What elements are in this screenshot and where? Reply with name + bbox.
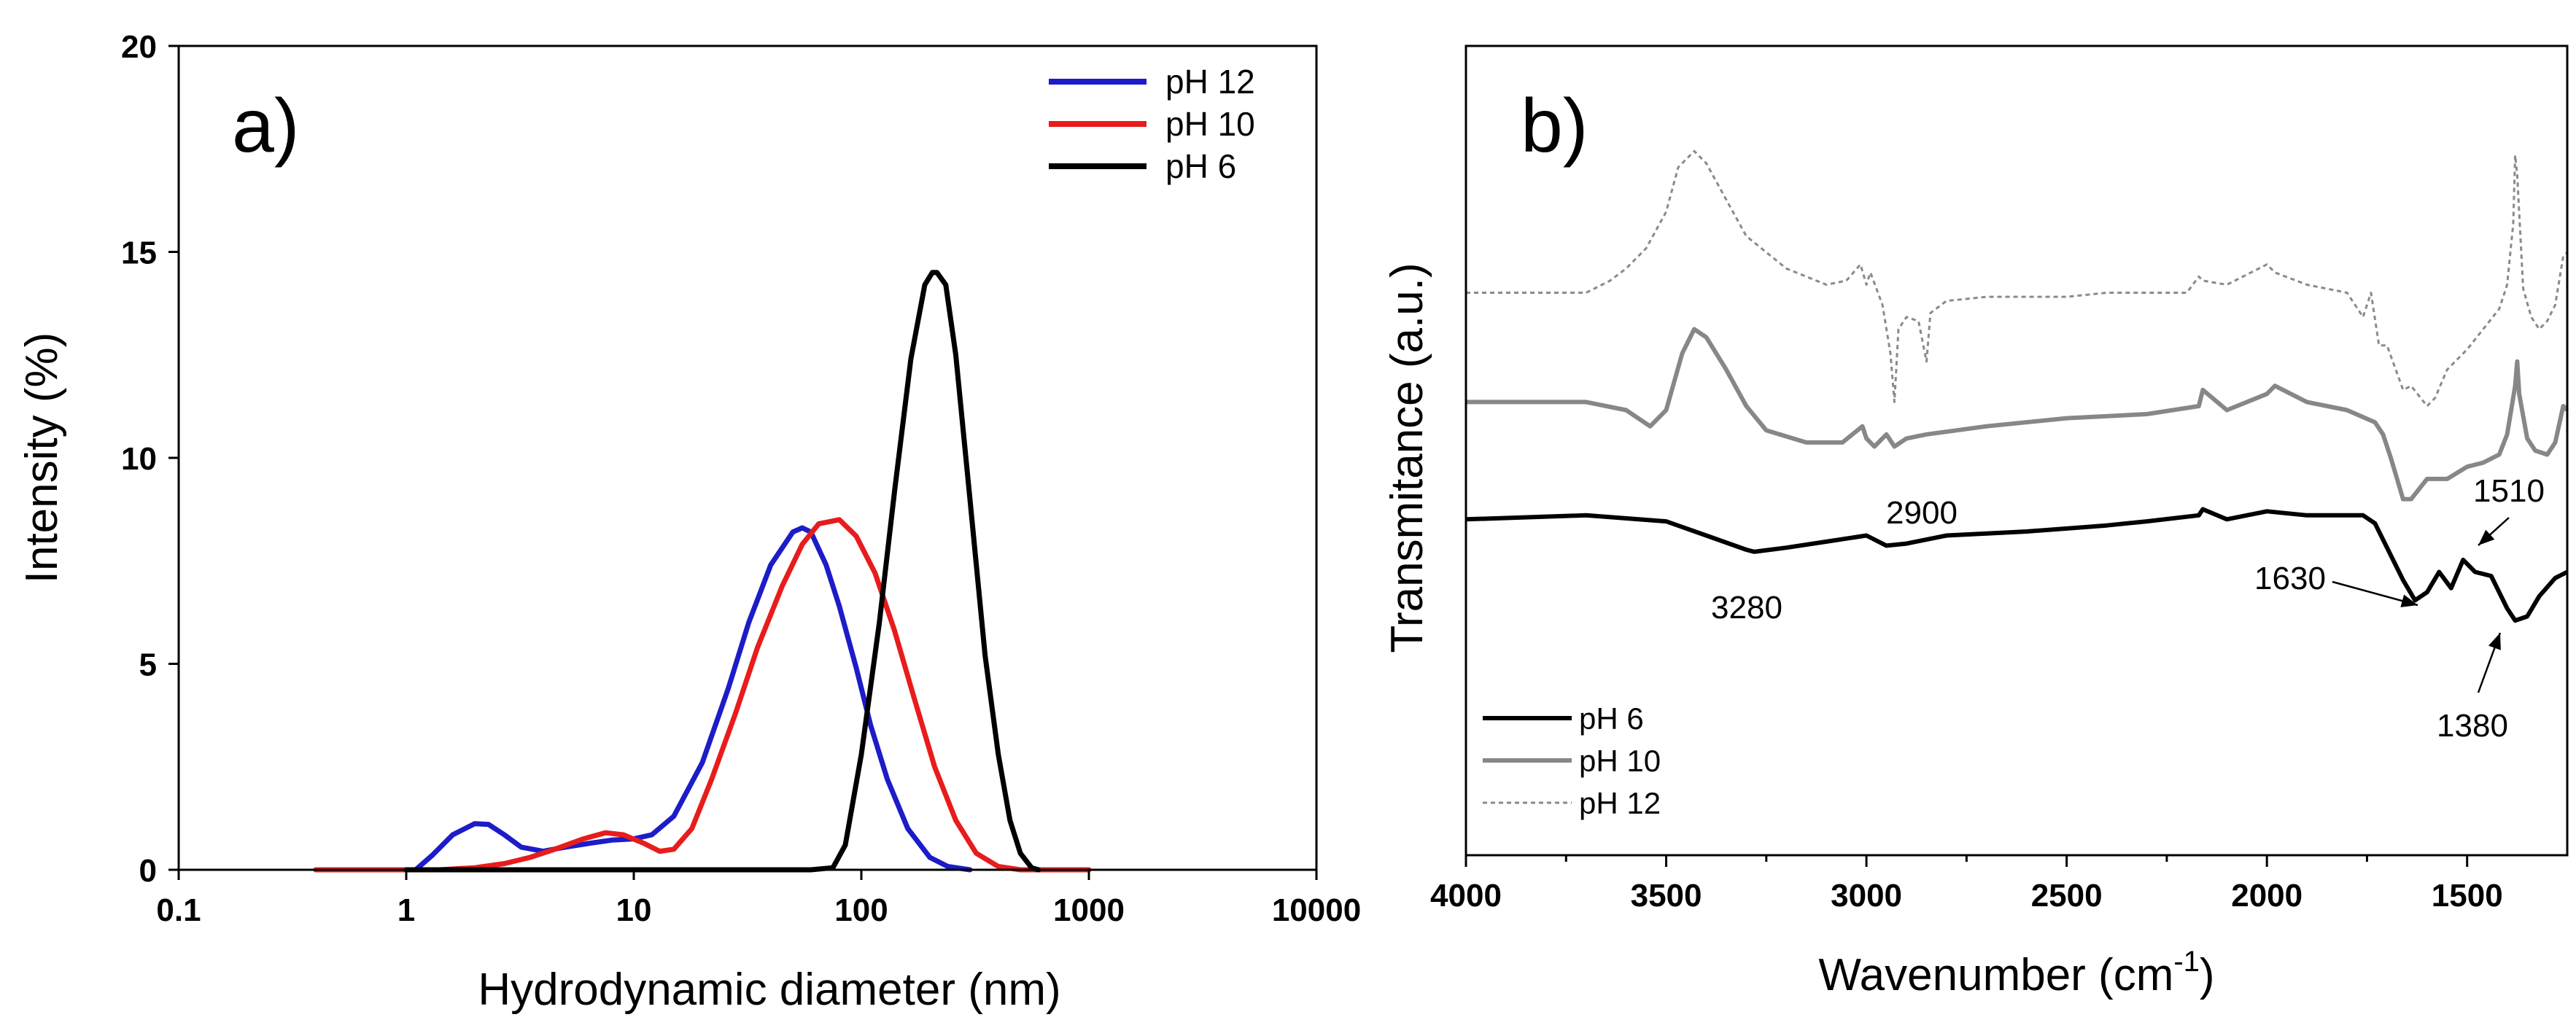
- panel-a-legend-label-ph-12: pH 12: [1165, 63, 1255, 101]
- panel-a-x-axis-label: Hydrodynamic diameter (nm): [478, 965, 1060, 1015]
- panel-b-ftir-chart: 4000 3500 3000 2500 2000 1500 b) Wavenumber (…: [1382, 44, 2569, 1000]
- panel-a-y-axis-label: Intensity (%): [17, 332, 67, 584]
- panel-a-y-tick-label: 10: [121, 441, 157, 477]
- panel-b-x-tick-label: 2000: [2231, 878, 2303, 914]
- panel-b-annotation-arrowhead-1510: [2478, 529, 2495, 545]
- panel-b-legend-label-ph-10: pH 10: [1579, 744, 1661, 778]
- panel-b-x-axis-label-main: Wavenumber (cm: [1818, 950, 2173, 1000]
- panel-b-x-tick-label: 2500: [2031, 878, 2103, 914]
- panel-a-legend-label-ph-10: pH 10: [1165, 105, 1255, 143]
- panel-b-x-ticks: 4000 3500 3000 2500 2000 1500: [1430, 855, 2503, 914]
- panel-b-legend: pH 6 pH 10 pH 12: [1483, 701, 1661, 820]
- panel-a-y-tick-label: 15: [121, 235, 157, 271]
- panel-b-x-axis-label: Wavenumber (cm-1): [1818, 946, 2214, 1000]
- panel-b-legend-label-ph-6: pH 6: [1579, 701, 1644, 736]
- panel-a-legend: pH 12 pH 10 pH 6: [1049, 63, 1255, 185]
- panel-b-x-axis-label-sup: -1: [2173, 946, 2200, 978]
- panel-b-annotation-1380: 1380: [2437, 708, 2508, 744]
- panel-b-annotation-arrowhead-1380: [2488, 633, 2501, 650]
- panel-b-legend-label-ph-12: pH 12: [1579, 786, 1661, 820]
- panel-a-y-tick-label: 0: [139, 853, 157, 889]
- panel-b-annotation-1510: 1510: [2473, 473, 2545, 509]
- panel-a-y-ticks: 0 5 10 15 20: [121, 29, 179, 889]
- panel-a-x-ticks: 0.1 1 10 100 1000 10000: [156, 870, 1361, 928]
- panel-a-x-tick-label: 100: [834, 892, 888, 928]
- panel-a-label: a): [232, 84, 299, 168]
- panel-b-x-tick-label: 4000: [1430, 878, 1502, 914]
- panel-b-annotation-2900: 2900: [1886, 495, 1958, 531]
- panel-a-x-tick-label: 1000: [1053, 892, 1125, 928]
- panel-b-x-tick-label: 3500: [1631, 878, 1702, 914]
- panel-b-annotations: 3280 2900 1630 1510 1380: [1711, 473, 2545, 744]
- panel-a-y-tick-label: 5: [139, 647, 157, 683]
- panel-b-plot-frame: [1464, 44, 2569, 857]
- panel-a-legend-label-ph-6: pH 6: [1165, 147, 1236, 185]
- panel-b-series-ph-10: [1466, 327, 2569, 502]
- panel-b-series-ph-6: [1465, 507, 2569, 623]
- panel-a-series-ph-10: [313, 517, 1092, 873]
- panel-a-dls-chart: 0.1 1 10 100 1000 10000 0 5 10 15 20 a) Hydrodyna…: [17, 29, 1361, 1015]
- panel-b-x-tick-label: 1500: [2432, 878, 2503, 914]
- panel-b-series-group: [1465, 149, 2569, 623]
- panel-a-y-tick-label: 20: [121, 29, 157, 65]
- panel-b-x-axis-label-end: ): [2200, 950, 2215, 1000]
- panel-b-y-axis-label: Transmitance (a.u.): [1382, 262, 1432, 653]
- panel-b-x-tick-label: 3000: [1831, 878, 1902, 914]
- panel-a-x-tick-label: 0.1: [156, 892, 201, 928]
- panel-a-x-tick-label: 1: [397, 892, 415, 928]
- panel-a-series-ph-12: [413, 525, 973, 873]
- panel-a-x-tick-label: 10000: [1272, 892, 1361, 928]
- panel-a-x-tick-label: 10: [616, 892, 652, 928]
- panel-b-annotation-3280: 3280: [1711, 590, 1782, 626]
- panel-b-annotation-1630: 1630: [2254, 561, 2326, 596]
- panel-b-annotation-arrowhead-1630: [2400, 594, 2418, 607]
- panel-b-label: b): [1521, 84, 1588, 168]
